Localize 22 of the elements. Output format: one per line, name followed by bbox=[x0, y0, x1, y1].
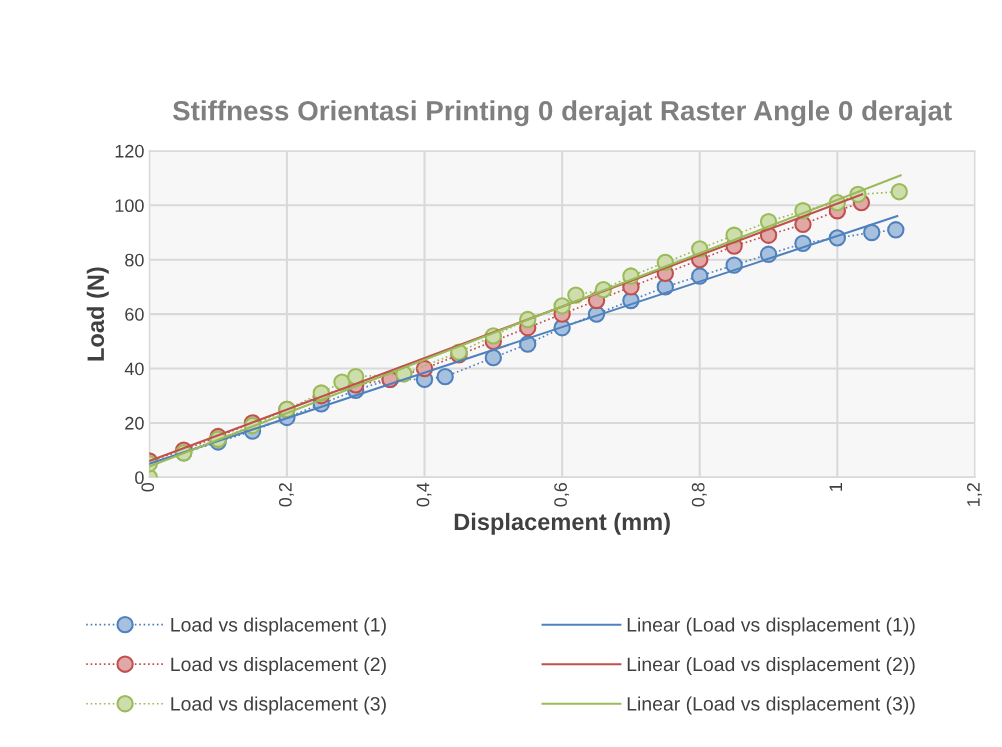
y-tick-label: 100 bbox=[115, 199, 144, 213]
x-tick-label: 0,6 bbox=[554, 482, 570, 507]
x-tick-label: 0,4 bbox=[416, 482, 432, 507]
y-tick-label: 60 bbox=[125, 308, 144, 321]
x-tick-label: 0,2 bbox=[278, 483, 294, 507]
x-tick-label: 1 bbox=[829, 483, 843, 491]
x-tick-label: 0,8 bbox=[691, 482, 707, 507]
legend-label: Linear (Load vs displacement (1)) bbox=[627, 617, 915, 636]
y-tick-label: 120 bbox=[115, 144, 144, 158]
chart-title: Stiffness Orientasi Printing 0 derajat Raster Angle 0 derajat bbox=[172, 100, 952, 127]
legend-label: Linear (Load vs displacement (3)) bbox=[627, 696, 915, 715]
y-axis-title: Load (N) bbox=[86, 267, 109, 361]
y-tick-label: 80 bbox=[125, 253, 144, 267]
x-axis-title: Displacement (mm) bbox=[454, 512, 670, 535]
legend-label: Load vs displacement (3) bbox=[171, 696, 386, 715]
y-tick-label: 40 bbox=[124, 362, 144, 376]
legend-label: Load vs displacement (1) bbox=[171, 617, 386, 636]
y-tick-label: 20 bbox=[125, 416, 144, 430]
legend-label: Linear (Load vs displacement (2)) bbox=[627, 656, 915, 676]
legend-label: Load vs displacement (2) bbox=[171, 656, 386, 676]
x-tick-label: 1,2 bbox=[967, 483, 982, 506]
x-tick-label: 0 bbox=[141, 482, 155, 492]
